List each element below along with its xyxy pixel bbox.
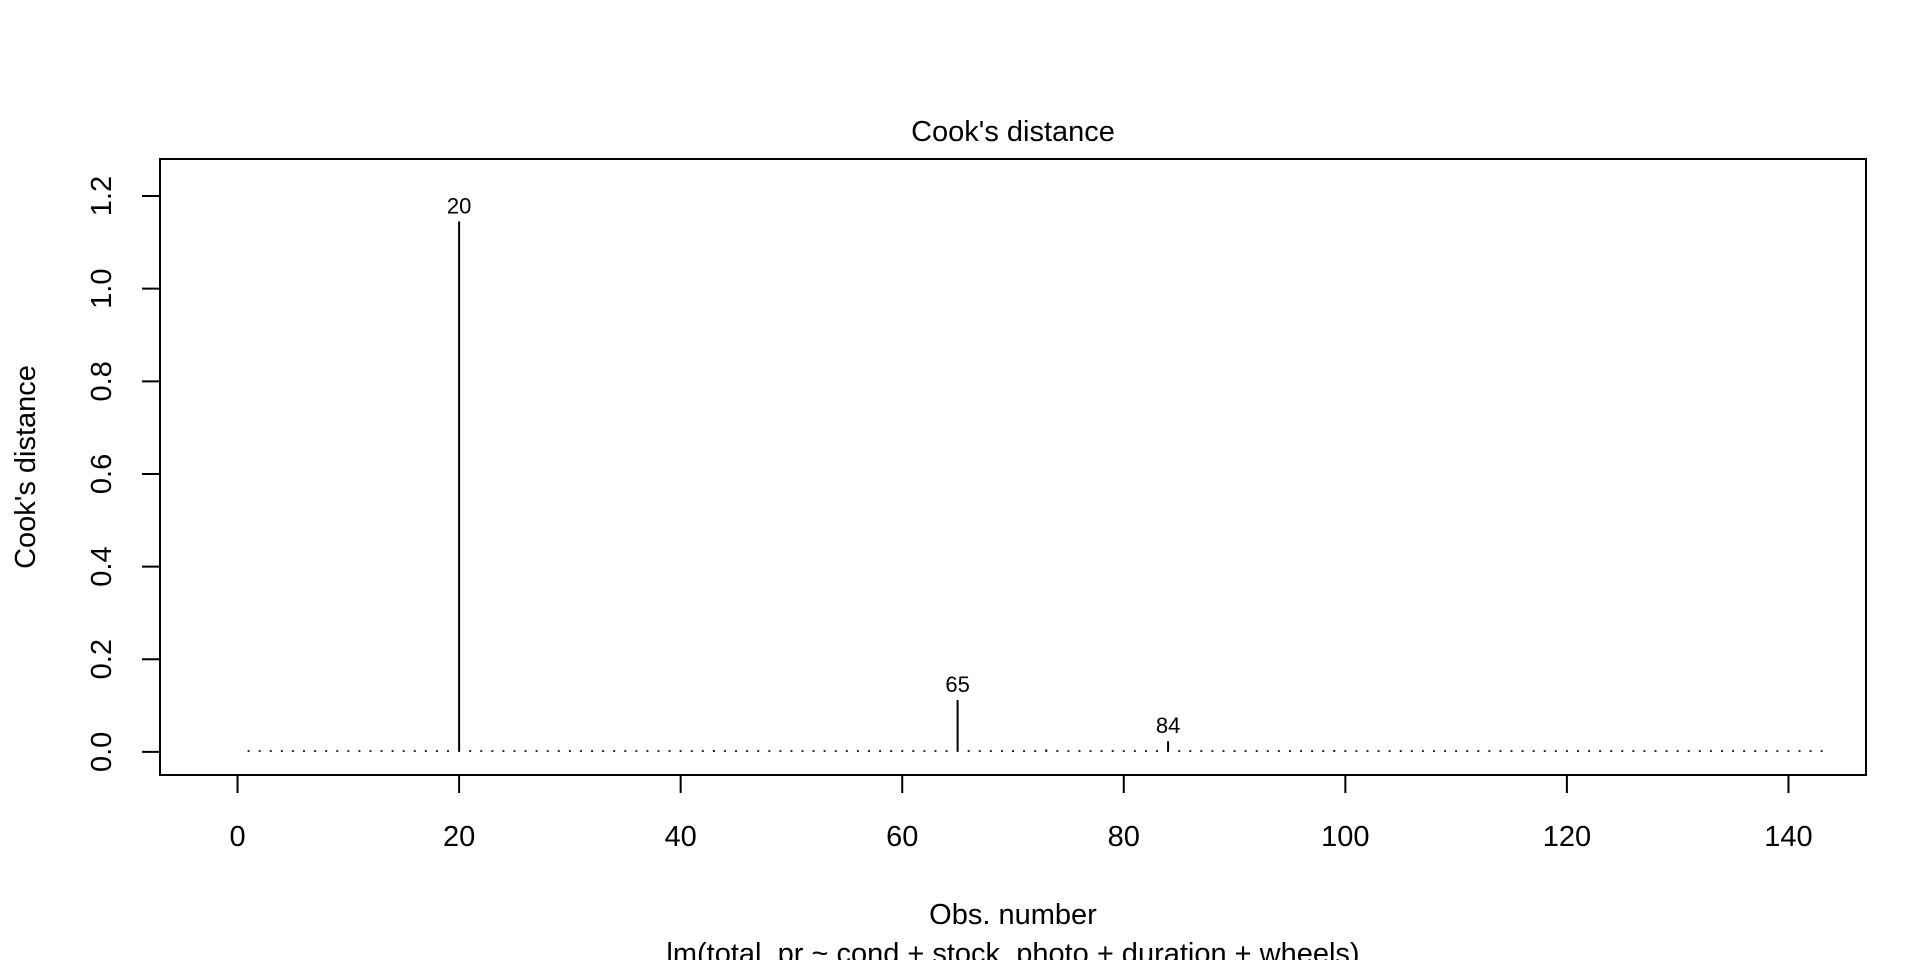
x-tick-label: 40 (665, 821, 697, 853)
point-labels: 20 65 84 (447, 194, 1180, 739)
x-tick-label: 100 (1321, 821, 1369, 853)
y-tick-label: 0.6 (86, 454, 118, 494)
chart-subtitle: lm(total_pr ~ cond + stock_photo + durat… (666, 938, 1359, 960)
x-tick-label: 80 (1108, 821, 1140, 853)
y-axis: 0.0 0.2 0.4 0.6 0.8 1.0 1.2 (86, 176, 161, 772)
y-tick-label: 1.2 (86, 176, 118, 216)
y-tick-label: 0.0 (86, 732, 118, 772)
y-axis-label: Cook's distance (10, 365, 42, 569)
spike-series (247, 221, 1823, 752)
y-tick-label: 0.4 (86, 546, 118, 586)
plot-frame (159, 158, 1867, 776)
x-axis-label: Obs. number (929, 899, 1097, 931)
point-label-84: 84 (1156, 713, 1180, 738)
x-axis: 0 20 40 60 80 100 120 140 (229, 774, 1813, 853)
point-label-20: 20 (447, 194, 471, 219)
y-tick-label: 1.0 (86, 269, 118, 309)
y-tick-label: 0.8 (86, 361, 118, 401)
x-tick-label: 140 (1764, 821, 1812, 853)
y-tick-label: 0.2 (86, 639, 118, 679)
x-tick-label: 60 (886, 821, 918, 853)
x-tick-label: 120 (1543, 821, 1591, 853)
point-label-65: 65 (945, 672, 969, 697)
chart-title: Cook's distance (911, 116, 1115, 148)
x-tick-label: 20 (443, 821, 475, 853)
x-tick-label: 0 (229, 821, 245, 853)
